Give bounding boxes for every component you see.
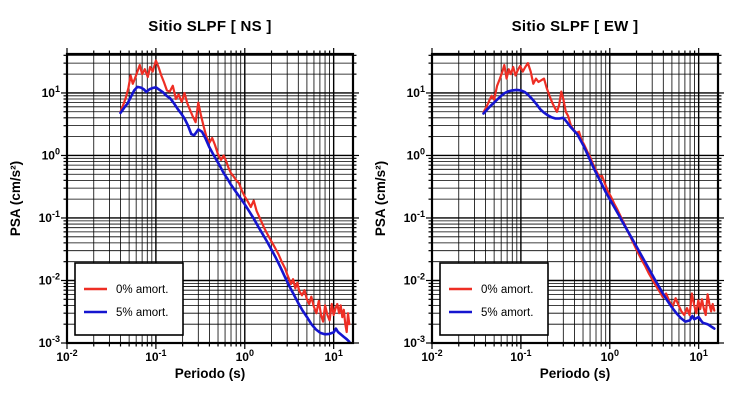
y-axis-label-ns: PSA (cm/s²) — [8, 160, 23, 237]
y-axis-label-ew: PSA (cm/s²) — [373, 160, 388, 237]
series-line-5pct-damping — [482, 88, 716, 330]
x-axis-label-ew: Periodo (s) — [539, 366, 611, 381]
legend: 0% amort. 5% amort. — [439, 262, 549, 336]
legend-item-label: 5% amort. — [481, 307, 533, 319]
x-tick-label: 100 — [601, 348, 619, 364]
plot-frame — [65, 52, 355, 345]
x-tick-label: 101 — [689, 348, 707, 364]
y-tick-label: 10-3 — [39, 334, 60, 350]
y-tick-label: 10-1 — [39, 209, 60, 225]
x-tick-label: 10-2 — [56, 348, 77, 364]
chart-title-ew: Sitio SLPF [ EW ] — [511, 18, 639, 35]
x-tick-label: 100 — [236, 348, 254, 364]
y-tick-label: 100 — [42, 146, 60, 162]
y-tick-label: 10-3 — [404, 334, 425, 350]
y-tick-label: 100 — [407, 146, 425, 162]
series-line-0pct-damping — [119, 59, 351, 334]
x-tick-label: 10-1 — [510, 348, 531, 364]
legend-box — [439, 262, 549, 336]
x-axis-label-ns: Periodo (s) — [174, 366, 246, 381]
y-tick-label: 101 — [42, 84, 60, 100]
x-tick-label: 10-1 — [145, 348, 166, 364]
x-tick-label: 10-2 — [421, 348, 442, 364]
y-tick-label: 10-1 — [404, 209, 425, 225]
y-tick-label: 10-2 — [404, 271, 425, 287]
chart-ns: 10-2 10-1 100 101 101 100 10-1 10-2 10-3 0% amort… — [8, 18, 359, 381]
legend-item-label: 5% amort. — [116, 307, 168, 319]
chart-title-ns: Sitio SLPF [ NS ] — [148, 18, 272, 35]
x-tick-label: 101 — [324, 348, 342, 364]
plot-frame — [430, 52, 720, 345]
legend: 0% amort. 5% amort. — [74, 262, 184, 336]
series-line-5pct-damping — [119, 85, 351, 343]
y-tick-label: 101 — [407, 84, 425, 100]
legend-item-label: 0% amort. — [116, 284, 168, 296]
legend-box — [74, 262, 184, 336]
legend-item-label: 0% amort. — [481, 284, 533, 296]
chart-ew: 10-2 10-1 100 101 101 100 10-1 10-2 10-3 0% amort… — [365, 0, 730, 400]
y-tick-label: 10-2 — [39, 271, 60, 287]
